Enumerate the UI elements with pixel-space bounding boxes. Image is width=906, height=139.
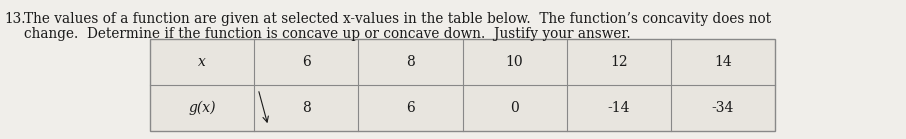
Text: 6: 6 [302, 55, 311, 69]
Text: 14: 14 [714, 55, 732, 69]
Text: 13.: 13. [4, 12, 25, 26]
Text: 6: 6 [406, 101, 415, 115]
Text: 8: 8 [406, 55, 415, 69]
Text: -14: -14 [608, 101, 630, 115]
Text: -34: -34 [712, 101, 734, 115]
Text: 12: 12 [610, 55, 628, 69]
Text: change.  Determine if the function is concave up or concave down.  Justify your : change. Determine if the function is con… [24, 27, 631, 41]
Text: The values of a function are given at selected x-values in the table below.  The: The values of a function are given at se… [24, 12, 771, 26]
Text: x: x [198, 55, 206, 69]
Text: 10: 10 [506, 55, 524, 69]
Text: 8: 8 [302, 101, 311, 115]
Text: 0: 0 [510, 101, 519, 115]
Bar [150, 39, 775, 131]
Text: g(x): g(x) [188, 101, 216, 115]
